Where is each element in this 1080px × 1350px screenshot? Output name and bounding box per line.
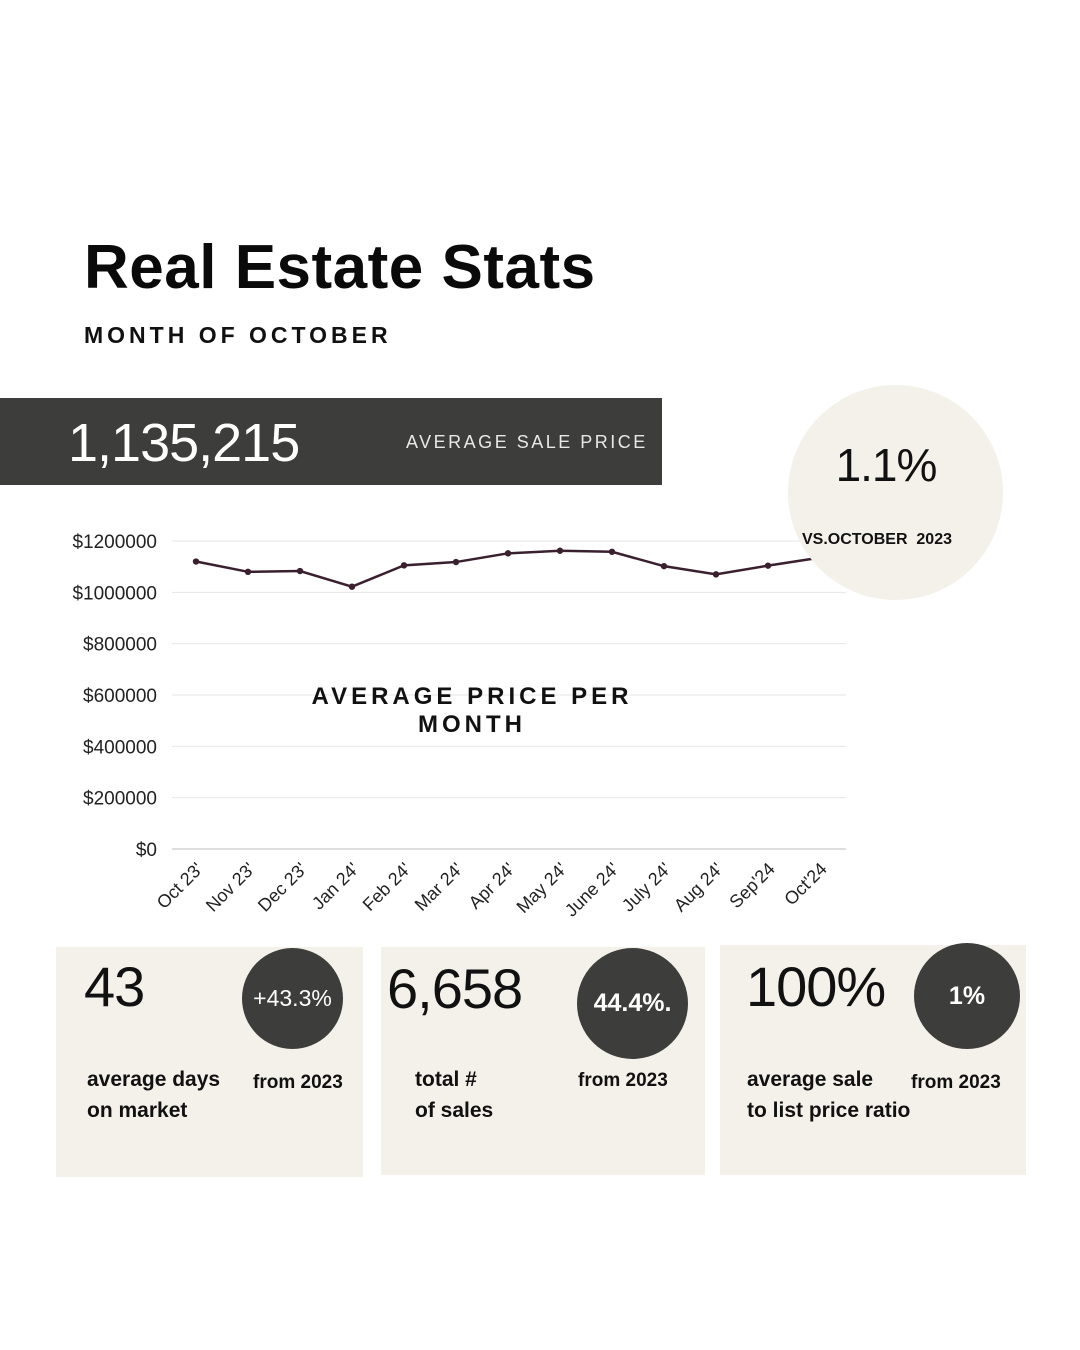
chart-x-tick-labels: Oct 23'Nov 23'Dec 23'Jan 24'Feb 24'Mar 2…	[153, 859, 831, 921]
chart-x-tick-label: Aug 24'	[670, 859, 727, 916]
chart-data-point	[192, 558, 200, 565]
chart-x-tick-label: July 24'	[618, 859, 675, 916]
chart-data-point	[764, 562, 772, 569]
chart-data-point	[660, 562, 668, 570]
chart-y-tick-label: $1000000	[72, 583, 157, 604]
chart-gridlines	[172, 540, 846, 850]
chart-x-tick-label: Mar 24'	[411, 859, 467, 915]
days-on-market-change-badge: +43.3%	[242, 948, 343, 1049]
total-sales-label: total # of sales	[415, 1064, 493, 1126]
average-sale-price-label: AVERAGE SALE PRICE	[406, 432, 648, 452]
chart-data-point	[296, 567, 304, 575]
chart-x-tick-label: Oct'24	[780, 859, 831, 910]
total-sales-label-line1: total #	[415, 1068, 477, 1091]
year-over-year-label: VS.OCTOBER 2023	[802, 531, 952, 548]
sale-to-list-ratio-label: average sale to list price ratio	[747, 1064, 910, 1126]
total-sales-value: 6,658	[387, 957, 523, 1020]
chart-y-tick-label: $0	[136, 840, 157, 861]
chart-data-point	[400, 562, 408, 569]
sale-to-list-ratio-label-line2: to list price ratio	[747, 1099, 911, 1122]
sale-to-list-ratio-value: 100%	[746, 955, 886, 1018]
chart-data-point	[244, 568, 252, 575]
chart-data-point	[712, 571, 720, 578]
sale-to-list-ratio-label-line1: average sale	[747, 1068, 874, 1091]
chart-y-tick-label: $200000	[83, 789, 157, 810]
days-on-market-value: 43	[84, 955, 145, 1018]
chart-data-point	[556, 547, 564, 554]
chart-x-tick-label: Sep'24	[725, 859, 778, 912]
chart-y-tick-label: $1200000	[72, 532, 157, 553]
chart-data-point	[504, 550, 512, 557]
average-sale-price-value: 1,135,215	[68, 413, 300, 473]
total-sales-change-badge: 44.4%.	[577, 948, 688, 1059]
total-sales-label-line2: of sales	[415, 1099, 494, 1122]
chart-data-point	[348, 583, 356, 590]
days-on-market-label-line2: on market	[87, 1099, 188, 1122]
chart-title: AVERAGE PRICE PER MONTH	[311, 683, 633, 738]
chart-x-tick-label: Nov 23'	[202, 859, 259, 916]
sale-to-list-ratio-from: from 2023	[911, 1072, 1001, 1093]
chart-data-points	[192, 547, 824, 590]
chart-x-tick-label: Feb 24'	[359, 859, 415, 915]
chart-x-tick-label: Jan 24'	[308, 859, 363, 914]
sale-to-list-ratio-change-badge: 1%	[914, 943, 1020, 1049]
days-on-market-label-line1: average days	[87, 1068, 221, 1091]
page-subtitle: MONTH OF OCTOBER	[84, 322, 392, 348]
chart-x-tick-label: Apr 24'	[465, 859, 519, 913]
page-title: Real Estate Stats	[84, 233, 596, 302]
chart-x-tick-label: Dec 23'	[254, 859, 311, 916]
chart-y-tick-label: $600000	[83, 686, 157, 707]
days-on-market-label: average days on market	[87, 1064, 220, 1126]
chart-x-tick-label: Oct 23'	[153, 859, 207, 913]
year-over-year-circle	[788, 385, 1003, 600]
days-on-market-from: from 2023	[253, 1072, 343, 1093]
chart-y-tick-label: $800000	[83, 635, 157, 656]
total-sales-from: from 2023	[578, 1070, 668, 1091]
chart-data-point	[608, 548, 616, 555]
chart-data-point	[452, 558, 460, 566]
chart-y-tick-labels: $0 $200000 $400000 $600000 $800000 $1000000 $1…	[72, 532, 157, 861]
average-sale-price-banner	[0, 398, 662, 485]
chart-y-tick-label: $400000	[83, 737, 157, 758]
chart-x-tick-label: June 24'	[561, 859, 623, 921]
average-price-line-chart: $0 $200000 $400000 $600000 $800000 $1000000 $1…	[72, 532, 846, 921]
year-over-year-percent: 1.1%	[835, 439, 938, 491]
